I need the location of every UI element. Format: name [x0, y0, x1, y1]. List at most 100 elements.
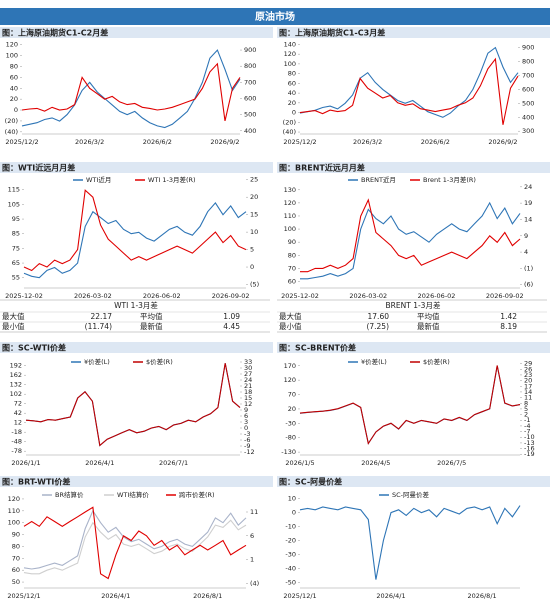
y-tick-label: 140	[284, 40, 296, 48]
y-tick-label: 120	[284, 376, 296, 384]
y2-tick-label: 29	[524, 360, 532, 368]
y2-tick-label: 1	[250, 556, 254, 564]
y2-tick-label: 400	[244, 127, 256, 135]
x-tick-label: 2025/12/2	[5, 138, 38, 146]
y-tick-label: 120	[6, 41, 18, 49]
y-tick-label: 40	[10, 84, 18, 92]
series-line	[299, 365, 521, 445]
x-tick-label: 2026-03-02	[74, 292, 112, 300]
y-tick-label: 105	[8, 200, 20, 208]
y2-tick-label: 4	[524, 248, 528, 256]
y-tick-label: -130	[281, 448, 296, 456]
table-value: 8.19	[500, 322, 517, 331]
y2-tick-label: 24	[524, 183, 532, 191]
y-tick-label: 0	[292, 109, 296, 117]
y-tick-label: -10	[285, 523, 296, 531]
y2-tick-label: 15	[244, 394, 252, 402]
series-line	[300, 201, 521, 280]
y-tick-label: 0	[292, 509, 296, 517]
y2-tick-label: 500	[522, 99, 534, 107]
y2-tick-label: 12	[244, 400, 252, 408]
chart-title: 图：SC-BRENT价差	[279, 342, 356, 352]
table-value: (11.74)	[85, 322, 112, 331]
y-tick-label: 40	[288, 89, 296, 97]
series-line	[23, 509, 247, 570]
x-tick-label: 2026-06-02	[143, 292, 181, 300]
x-tick-label: 2026/4/5	[361, 459, 390, 467]
y-tick-label: 20	[288, 405, 296, 413]
chart-title: 图：BRENT近远月月差	[279, 162, 365, 172]
table-value: 4.45	[223, 322, 240, 331]
y2-tick-label: 25	[250, 176, 258, 184]
y2-tick-label: 800	[522, 58, 534, 66]
y2-tick-label: 6	[250, 532, 254, 540]
y-tick-label: 70	[12, 554, 20, 562]
title-bar	[0, 27, 273, 38]
x-tick-label: 2026/1/5	[285, 459, 314, 467]
y2-tick-label: (4)	[250, 579, 259, 587]
series-line	[299, 505, 521, 580]
chart-title: 图：SC-WTI价差	[2, 342, 66, 352]
y-tick-label: 80	[12, 542, 20, 550]
y2-tick-label: 9	[524, 232, 528, 240]
x-tick-label: 2025/12/2	[283, 138, 316, 146]
y2-tick-label: 600	[244, 94, 256, 102]
y2-tick-label: 500	[244, 111, 256, 119]
y2-tick-label: -13	[524, 439, 535, 447]
legend-label: SC-阿曼价差	[392, 490, 430, 499]
y-tick-label: 75	[12, 244, 20, 252]
y2-tick-label: 23	[524, 371, 532, 379]
x-tick-label: 2026-03-02	[349, 292, 387, 300]
y-tick-label: -48	[11, 438, 22, 446]
y-tick-label: 102	[10, 390, 22, 398]
y2-tick-label: 3	[244, 418, 248, 426]
y-tick-label: 60	[288, 277, 296, 285]
y-tick-label: 72	[14, 400, 22, 408]
y2-tick-label: 18	[244, 388, 252, 396]
y-tick-label: 120	[8, 495, 20, 503]
x-tick-label: 2026/4/1	[101, 592, 130, 600]
legend-label: WTI近月	[86, 175, 111, 184]
y2-tick-label: -16	[524, 445, 535, 453]
y-tick-label: 100	[8, 519, 20, 527]
y2-tick-label: -10	[524, 433, 535, 441]
y2-tick-label: 5	[250, 246, 254, 254]
chart-title: 图：BRT-WTI价差	[2, 476, 70, 486]
y-tick-label: (40)	[5, 128, 18, 136]
table-label: 最大值	[279, 311, 302, 321]
y-tick-label: 132	[10, 381, 22, 389]
x-tick-label: 2025/12/1	[283, 592, 316, 600]
table-label: 最小值	[2, 321, 25, 331]
series-line	[21, 62, 241, 122]
y2-tick-label: 2	[524, 411, 528, 419]
table-value: 22.17	[91, 312, 113, 321]
y2-tick-label: 17	[524, 382, 532, 390]
y2-tick-label: 800	[244, 62, 256, 70]
y2-tick-label: -9	[244, 442, 250, 450]
legend-label: WTI 1-3月差(R)	[148, 175, 196, 184]
y-tick-label: 192	[10, 362, 22, 370]
table-title: WTI 1-3月差	[114, 300, 158, 310]
y-tick-label: 100	[6, 52, 18, 60]
x-tick-label: 2026/3/2	[353, 138, 382, 146]
series-line	[23, 189, 247, 272]
y2-tick-label: -19	[524, 450, 535, 458]
table-label: 最小值	[279, 321, 302, 331]
x-tick-label: 2026/1/1	[11, 459, 40, 467]
legend-label: ¥价差(L)	[84, 357, 110, 366]
series-line	[23, 506, 247, 580]
y-tick-label: 100	[284, 225, 296, 233]
legend-label: ¥价差(L)	[361, 357, 387, 366]
x-tick-label: 2026/7/1	[159, 459, 188, 467]
x-tick-label: 2026/9/2	[488, 138, 517, 146]
y2-tick-label: 400	[522, 113, 534, 121]
table-title: BRENT 1-3月差	[386, 300, 441, 310]
y-tick-label: 90	[288, 238, 296, 246]
x-tick-label: 2026/8/1	[193, 592, 222, 600]
y-tick-label: (20)	[283, 118, 296, 126]
y-tick-label: 70	[288, 391, 296, 399]
y2-tick-label: -4	[524, 422, 530, 430]
y2-tick-label: 900	[522, 44, 534, 52]
x-tick-label: 2025-12-02	[5, 292, 43, 300]
